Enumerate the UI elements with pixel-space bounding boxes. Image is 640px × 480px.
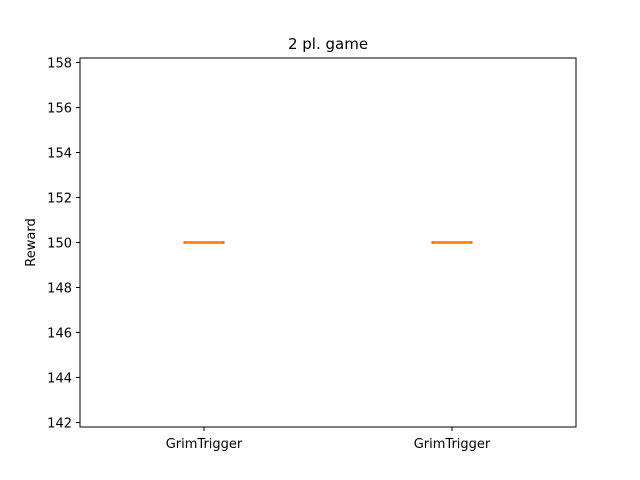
- y-tick-label: 158: [47, 57, 72, 72]
- y-tick-label: 148: [47, 282, 72, 297]
- box-1: [183, 241, 225, 244]
- y-axis: 142 144 146 148 150 152 154 156 158: [47, 57, 80, 432]
- x-tick-label: GrimTrigger: [166, 437, 243, 452]
- y-tick-label: 150: [47, 237, 72, 252]
- plot-area: [183, 241, 473, 244]
- y-tick-label: 156: [47, 102, 72, 117]
- y-tick-label: 142: [47, 417, 72, 432]
- x-axis: GrimTrigger GrimTrigger: [166, 427, 491, 452]
- chart-title: 2 pl. game: [288, 35, 368, 53]
- y-tick-label: 144: [47, 372, 72, 387]
- x-tick-label: GrimTrigger: [414, 437, 491, 452]
- y-axis-label: Reward: [24, 218, 39, 266]
- y-tick-label: 152: [47, 192, 72, 207]
- box-2: [431, 241, 473, 244]
- y-tick-label: 146: [47, 327, 72, 342]
- y-tick-label: 154: [47, 147, 72, 162]
